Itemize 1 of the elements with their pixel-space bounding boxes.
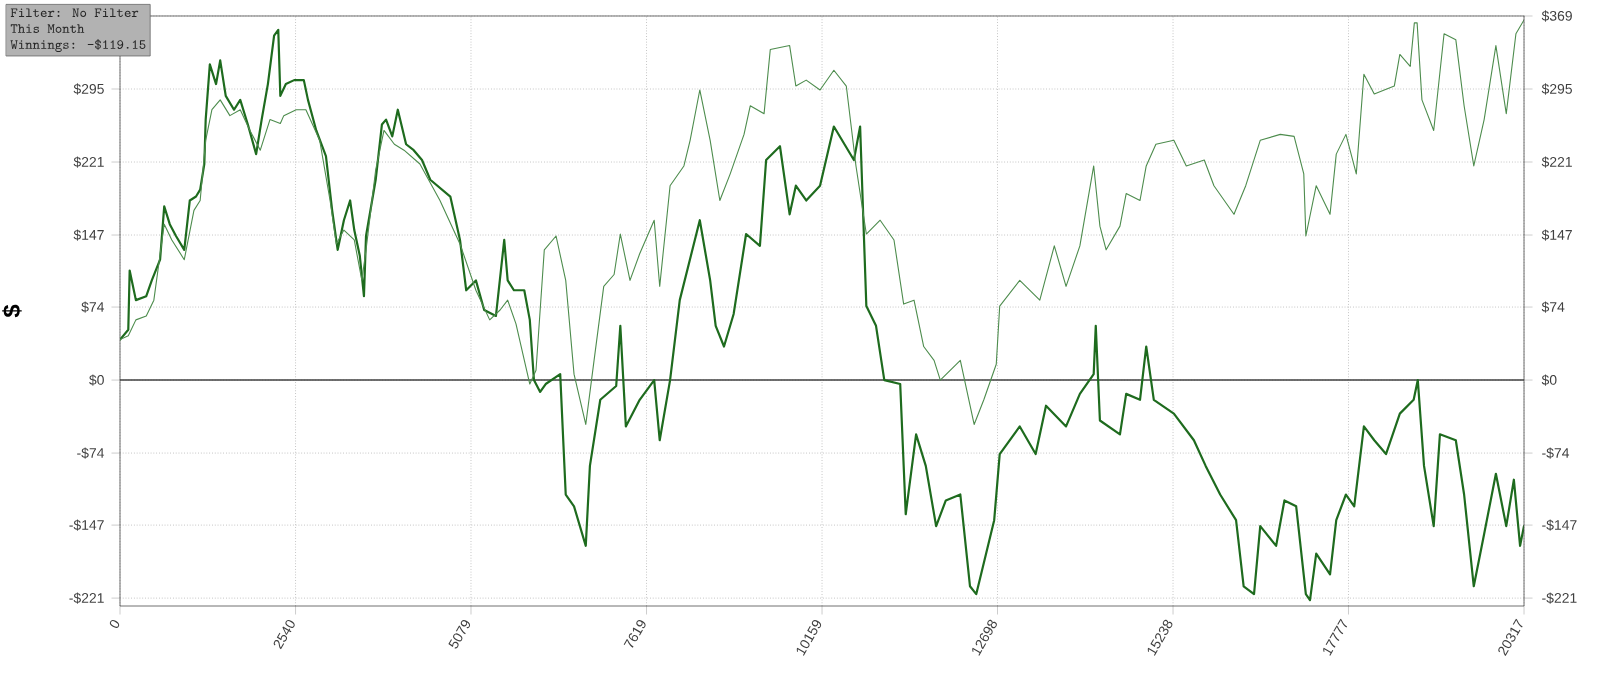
y-axis-title: $ [2, 304, 22, 318]
